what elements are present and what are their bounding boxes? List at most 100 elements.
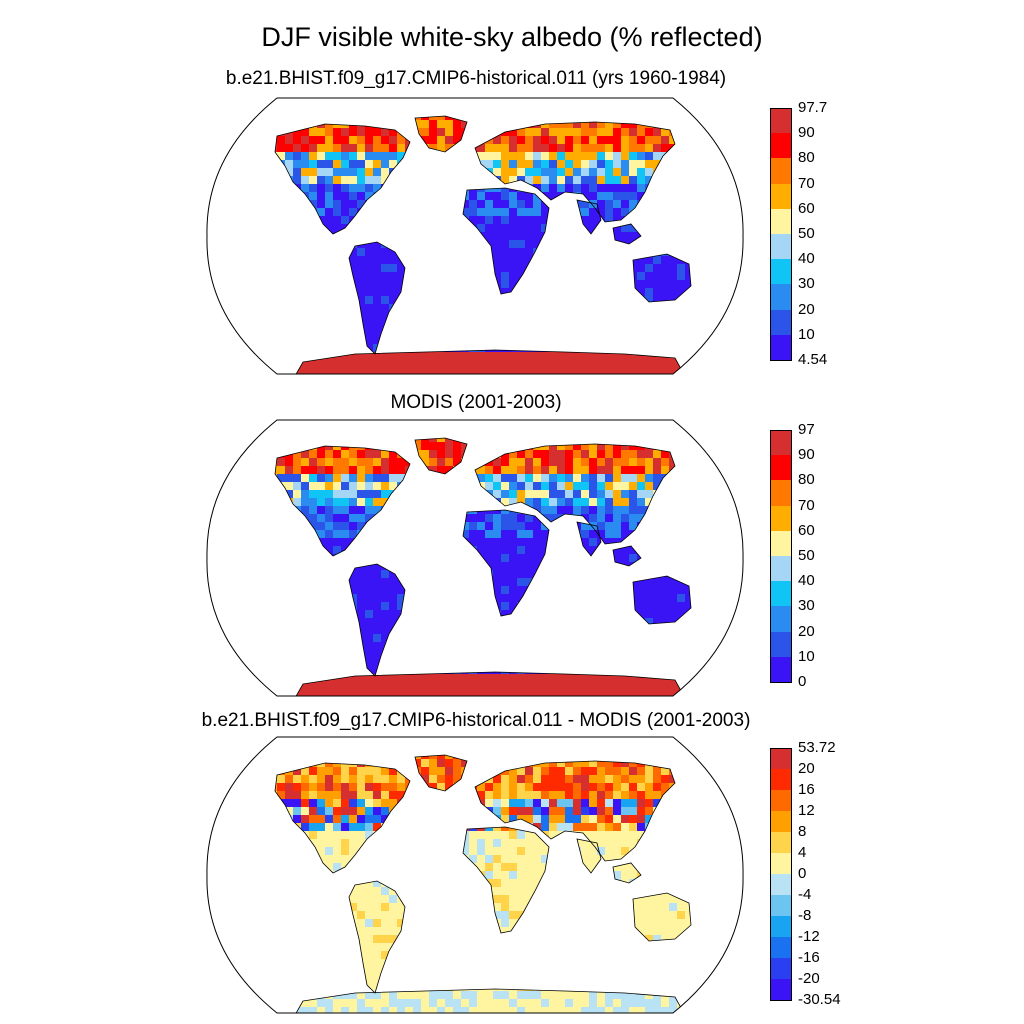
colorbar-box [770, 853, 792, 875]
colorbar-label: 30 [798, 275, 815, 293]
colorbar-label: 4.54 [798, 351, 828, 368]
colorbar-box [770, 480, 792, 507]
figure-title: DJF visible white-sky albedo (% reflecte… [261, 22, 763, 52]
colorbar-box [770, 259, 792, 286]
map-boundary [206, 736, 744, 1014]
colorbar-label: 50 [798, 225, 815, 242]
colorbar-label: 40 [798, 572, 815, 590]
colorbar-box [770, 133, 792, 160]
colorbar-label: 70 [798, 174, 815, 192]
colorbar-box [770, 208, 792, 235]
coastline [576, 838, 602, 874]
colorbar-box [770, 916, 792, 938]
coastline [414, 115, 468, 153]
colorbar-label: 40 [798, 250, 815, 268]
coastline [576, 521, 602, 557]
panel-2-colorbar: 97 90 80 70 60 50 40 30 20 10 0 [770, 422, 815, 689]
colorbar-label: 70 [798, 496, 815, 514]
albedo-field [275, 755, 691, 1013]
colorbar-box [770, 895, 792, 917]
colorbar-label: 97.7 [798, 99, 828, 116]
map-boundary [206, 419, 744, 697]
panel-3-title: b.e21.BHIST.f09_g17.CMIP6-historical.011… [201, 710, 751, 731]
colorbar-label: 10 [798, 647, 815, 665]
colorbar-box [770, 958, 792, 980]
colorbar-box [770, 769, 792, 791]
colorbar-box [770, 183, 792, 210]
colorbar-label: 10 [798, 325, 815, 343]
coastline [632, 575, 692, 625]
colorbar-box [770, 874, 792, 896]
colorbar-label: 90 [798, 124, 815, 142]
coastline [294, 988, 686, 1013]
coastline [576, 199, 602, 235]
albedo-field [275, 438, 691, 696]
colorbar-label: 20 [798, 760, 815, 777]
colorbar-box [770, 505, 792, 532]
coastline [462, 826, 550, 934]
colorbar-box [770, 656, 792, 683]
colorbar-box [770, 832, 792, 854]
coastline [294, 349, 686, 374]
coastline [474, 760, 676, 862]
colorbar-label: 8 [798, 823, 807, 840]
colorbar-label: 90 [798, 446, 815, 464]
coastline [474, 443, 676, 545]
colorbar-label: -30.54 [798, 991, 841, 1008]
coastline [462, 509, 550, 617]
colorbar-label: -20 [798, 970, 820, 987]
colorbar-box [770, 430, 792, 457]
colorbar-label: 30 [798, 597, 815, 615]
colorbar-label: -12 [798, 928, 820, 945]
colorbar-box [770, 748, 792, 770]
colorbar-box [770, 158, 792, 185]
colorbar-label: 0 [798, 673, 807, 690]
panel-1-map [206, 97, 744, 375]
coastline [274, 445, 411, 557]
coastline [274, 762, 411, 874]
colorbar-label: 16 [798, 781, 815, 798]
coastline [632, 253, 692, 303]
colorbar-label: -8 [798, 907, 812, 924]
coastline [474, 121, 676, 223]
colorbar-box [770, 334, 792, 361]
coastline [462, 187, 550, 295]
coastline [274, 123, 411, 235]
colorbar-label: 53.72 [798, 739, 836, 756]
colorbar-box [770, 581, 792, 608]
coastline [632, 892, 692, 942]
colorbar-label: 12 [798, 802, 815, 819]
map-boundary [206, 97, 744, 375]
colorbar-label: 80 [798, 149, 815, 167]
coastline [612, 862, 642, 884]
coastline [348, 241, 406, 355]
panel-2-map [206, 419, 744, 697]
colorbar-label: 97 [798, 421, 815, 438]
colorbar-label: 20 [798, 622, 815, 640]
colorbar-box [770, 309, 792, 336]
panel-1-colorbar: 97.7 90 80 70 60 50 40 30 20 10 4.54 [770, 100, 827, 367]
coastline [414, 437, 468, 475]
colorbar-label: 60 [798, 199, 815, 217]
coastline [612, 223, 642, 245]
panel-3-map [206, 736, 744, 1014]
colorbar-label: -16 [798, 949, 820, 966]
colorbar-label: 50 [798, 547, 815, 564]
panel-1-title: b.e21.BHIST.f09_g17.CMIP6-historical.011… [225, 68, 727, 89]
coastline [348, 563, 406, 677]
coastline [294, 671, 686, 696]
colorbar-label: 60 [798, 521, 815, 539]
panel-3-colorbar: 53.72 20 16 12 8 4 0 -4 -8 -12 -16 -20 -30.54 [770, 740, 841, 1007]
colorbar-label: 80 [798, 471, 815, 489]
colorbar-box [770, 234, 792, 261]
colorbar-label: 20 [798, 300, 815, 318]
colorbar-label: -4 [798, 886, 812, 903]
colorbar-box [770, 556, 792, 583]
colorbar-box [770, 811, 792, 833]
colorbar-label: 0 [798, 865, 807, 882]
colorbar-box [770, 455, 792, 482]
albedo-field [275, 116, 691, 374]
coastline [612, 545, 642, 567]
colorbar-box [770, 937, 792, 959]
colorbar-box [770, 790, 792, 812]
